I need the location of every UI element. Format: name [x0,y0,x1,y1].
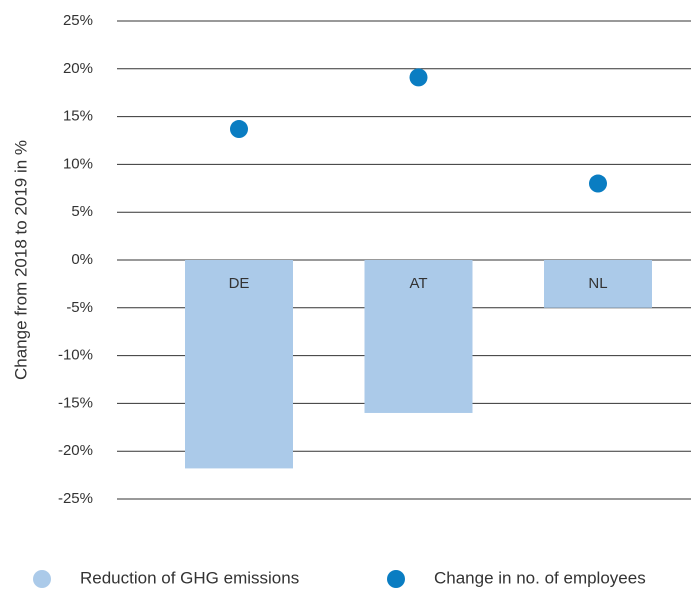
legend-label: Change in no. of employees [434,568,646,587]
category-label: NL [588,275,607,292]
y-tick-label: 0% [71,251,93,268]
y-tick-label: 15% [63,108,93,125]
category-label: DE [229,275,250,292]
bar [185,260,293,469]
legend-swatch [387,570,405,588]
y-tick-label: -15% [58,394,93,411]
y-tick-label: 10% [63,155,93,172]
dot [230,120,248,139]
dot [409,68,428,87]
legend-label: Reduction of GHG emissions [80,568,299,587]
y-tick-label: -10% [58,347,93,364]
y-tick-label: 5% [71,203,93,220]
y-axis-label: Change from 2018 to 2019 in % [11,140,30,380]
y-tick-label: -5% [66,299,93,316]
legend-swatch [33,570,51,588]
y-tick-label: 20% [63,60,93,77]
category-label: AT [409,275,427,292]
y-tick-label: 25% [63,12,93,29]
bar [364,260,473,413]
y-tick-label: -25% [58,490,93,507]
dot [589,174,607,193]
bar [544,260,652,308]
y-tick-label: -20% [58,442,93,459]
